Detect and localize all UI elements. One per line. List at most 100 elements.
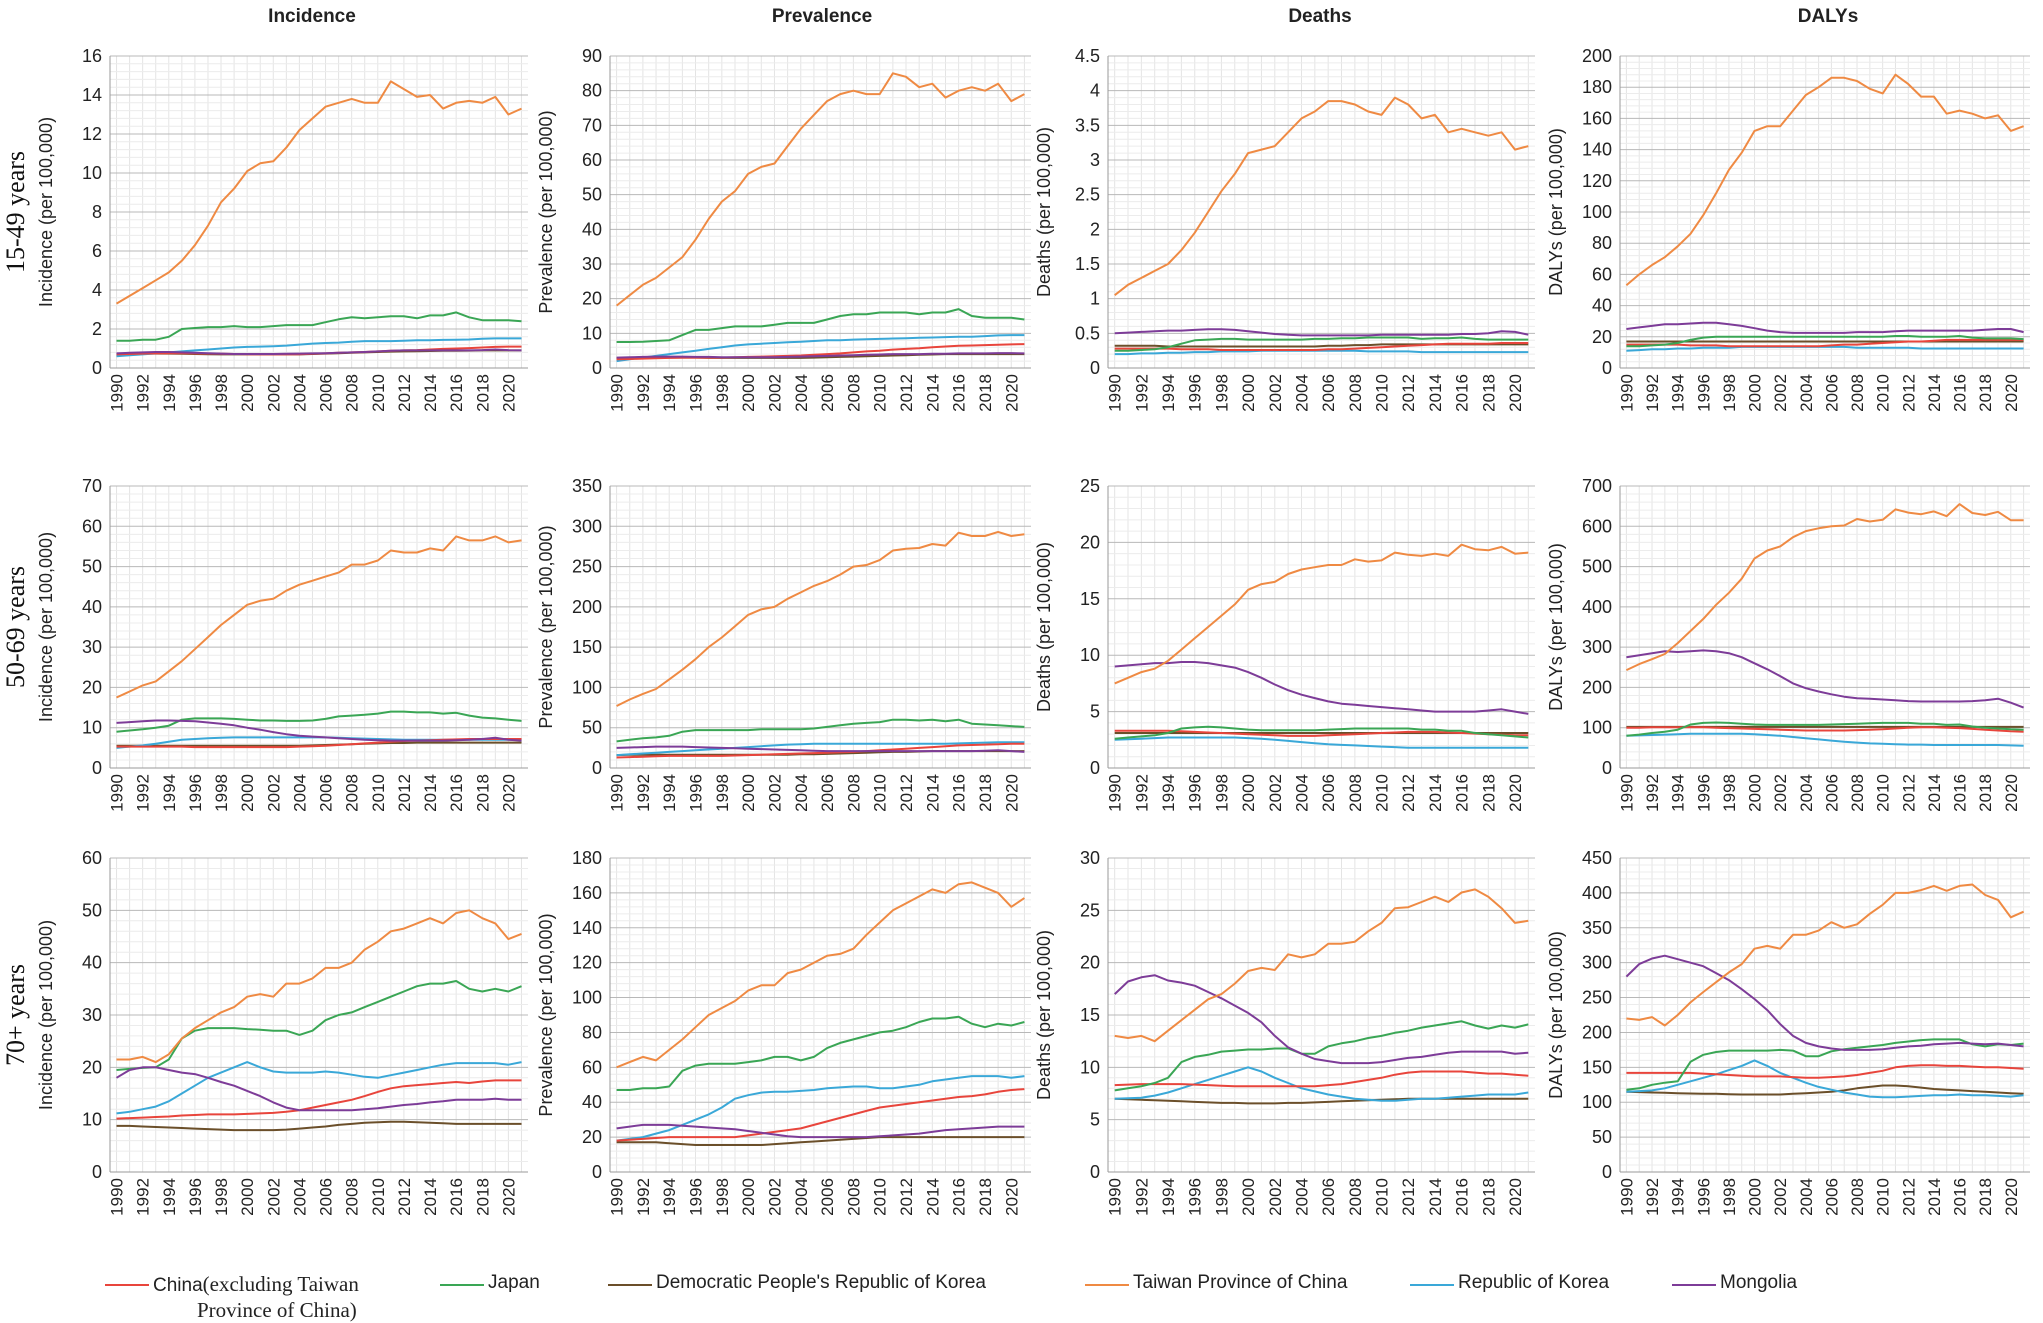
- panel-3-prevalence-ytick-label: 100: [572, 988, 602, 1008]
- panel-3-prevalence-xtick-label: 2018: [976, 1178, 995, 1216]
- panel-2-deaths-xtick-label: 1994: [1159, 774, 1178, 812]
- panel-3-deaths-xtick-label: 2002: [1266, 1178, 1285, 1216]
- panel-2-prevalence-ytick-label: 250: [572, 557, 602, 577]
- panel-2-dalys-xtick-label: 1990: [1617, 774, 1636, 812]
- panel-2-incidence-ytick-label: 0: [92, 758, 102, 778]
- panel-2-prevalence-xtick-label: 2008: [844, 774, 863, 812]
- panel-2-incidence-xtick-label: 1994: [160, 774, 179, 812]
- panel-3-dalys-ytick-label: 400: [1582, 883, 1612, 903]
- panel-1-dalys-ytick-label: 40: [1592, 296, 1612, 316]
- panel-1-prevalence-line-rok: [616, 334, 1025, 363]
- panel-1-dalys-ytick-label: 80: [1592, 233, 1612, 253]
- panel-2-prevalence-xtick-label: 2000: [739, 774, 758, 812]
- panel-2-deaths-xtick-label: 2010: [1373, 774, 1392, 812]
- panel-3-dalys-line-mongolia: [1625, 954, 2024, 1051]
- panel-1-deaths-xtick-label: 2000: [1239, 374, 1258, 412]
- panel-1-incidence-ylabel: Incidence (per 100,000): [36, 117, 56, 307]
- panel-2-prevalence-ytick-label: 0: [592, 758, 602, 778]
- panel-3-deaths-line-china: [1114, 1070, 1529, 1088]
- panel-3-incidence-line-rok: [116, 1061, 522, 1115]
- panel-3-prevalence-line-dprk: [616, 1136, 1025, 1146]
- panel-1-dalys-xtick-label: 2018: [1976, 374, 1995, 412]
- panel-1-prevalence-xtick-label: 2006: [818, 374, 837, 412]
- panel-3-deaths-xtick-label: 2020: [1506, 1178, 1525, 1216]
- panel-1-deaths-line-china: [1114, 342, 1529, 351]
- panel-1-incidence-ytick-label: 2: [92, 319, 102, 339]
- panel-2-prevalence-line-mongolia: [616, 745, 1025, 753]
- panel-1-prevalence-xtick-label: 2002: [765, 374, 784, 412]
- row-label-2: 50-69 years: [1, 566, 30, 688]
- panel-2-incidence-xtick-label: 2012: [395, 774, 414, 812]
- panel-1-deaths-ytick-label: 4.5: [1075, 46, 1100, 66]
- panel-3-deaths-xtick-label: 2014: [1426, 1178, 1445, 1216]
- panel-2-deaths-xtick-label: 2020: [1506, 774, 1525, 812]
- panel-3-prevalence-xtick-label: 2010: [871, 1178, 890, 1216]
- panel-1-incidence-xtick-label: 2018: [473, 374, 492, 412]
- panel-1-deaths-xtick-label: 2020: [1506, 374, 1525, 412]
- panel-1-dalys-xtick-label: 2014: [1925, 374, 1944, 412]
- panel-2-dalys-ytick-label: 0: [1602, 758, 1612, 778]
- panel-2-deaths-line-rok: [1114, 736, 1529, 749]
- panel-3-dalys-xtick-label: 2020: [2002, 1178, 2021, 1216]
- panel-2-prevalence-xtick-label: 2006: [818, 774, 837, 812]
- panel-2-deaths-ytick-label: 25: [1080, 476, 1100, 496]
- panel-1-prevalence-xtick-label: 1994: [660, 374, 679, 412]
- panel-2-deaths-ytick-label: 0: [1090, 758, 1100, 778]
- panel-2-dalys-xtick-label: 2006: [1822, 774, 1841, 812]
- panel-2-incidence-xtick-label: 2004: [290, 774, 309, 812]
- panel-1-incidence-line-mongolia: [116, 348, 522, 355]
- panel-2-prevalence-xtick-label: 1998: [713, 774, 732, 812]
- legend-label-mongolia: Mongolia: [1720, 1272, 1798, 1293]
- panel-1-prevalence-xtick-label: 2018: [976, 374, 995, 412]
- legend-swatch-taiwan: [1085, 1284, 1129, 1286]
- column-title-prevalence: Prevalence: [772, 6, 872, 27]
- panel-1-dalys-xtick-label: 2000: [1746, 374, 1765, 412]
- panel-2-deaths-xtick-label: 1996: [1186, 774, 1205, 812]
- panel-2-prevalence-xtick-label: 1992: [634, 774, 653, 812]
- panel-1-deaths-xtick-label: 2014: [1426, 374, 1445, 412]
- panel-3-deaths-line-japan: [1114, 1020, 1529, 1092]
- panel-2-prevalence-xtick-label: 2002: [765, 774, 784, 812]
- panel-1-incidence-xtick-label: 2008: [343, 374, 362, 412]
- row-label-1: 15-49 years: [1, 151, 30, 273]
- panel-1-incidence-xtick-label: 2002: [264, 374, 283, 412]
- panel-1-prevalence-xtick-label: 2020: [1002, 374, 1021, 412]
- row-label-3: 70+ years: [1, 964, 30, 1066]
- panel-3-incidence-ytick-label: 50: [82, 900, 102, 920]
- panel-2-prevalence-line-rok: [616, 741, 1025, 757]
- panel-2-incidence-line-japan: [116, 710, 522, 733]
- panel-1-dalys-xtick-label: 1992: [1643, 374, 1662, 412]
- panel-2-incidence-ytick-label: 20: [82, 677, 102, 697]
- panel-1-dalys-xtick-label: 1994: [1669, 374, 1688, 412]
- panel-3-deaths-ytick-label: 10: [1080, 1057, 1100, 1077]
- panel-3-dalys-xtick-label: 1996: [1694, 1178, 1713, 1216]
- panel-3-dalys-xtick-label: 2014: [1925, 1178, 1944, 1216]
- panel-1-prevalence-xtick-label: 2016: [950, 374, 969, 412]
- panel-3-prevalence-xtick-label: 1998: [713, 1178, 732, 1216]
- panel-3-incidence-line-mongolia: [115, 1066, 522, 1112]
- panel-3-deaths-line-mongolia: [1114, 974, 1529, 1065]
- panel-2-dalys-ytick-label: 400: [1582, 597, 1612, 617]
- panel-1-prevalence-ytick-label: 80: [582, 81, 602, 101]
- panel-2-incidence-ytick-label: 60: [82, 516, 102, 536]
- panel-1-dalys-ytick-label: 160: [1582, 108, 1612, 128]
- panel-1-deaths-line-mongolia: [1114, 328, 1529, 337]
- legend-label-rok: Republic of Korea: [1458, 1272, 1610, 1293]
- panel-1-prevalence-ytick-label: 90: [582, 46, 602, 66]
- panel-3-incidence-xtick-label: 2018: [473, 1178, 492, 1216]
- panel-2-dalys-xtick-label: 2012: [1899, 774, 1918, 812]
- panel-1-deaths-line-taiwan: [1114, 96, 1529, 296]
- panel-1-deaths-ytick-label: 0: [1090, 358, 1100, 378]
- panel-3-deaths-ytick-label: 30: [1080, 848, 1100, 868]
- legend-swatch-mongolia: [1672, 1284, 1716, 1286]
- panel-1-prevalence-xtick-label: 2000: [739, 374, 758, 412]
- panel-1-dalys-xtick-label: 1990: [1617, 374, 1636, 412]
- panel-2-dalys-line-rok: [1626, 732, 2024, 747]
- panel-1-incidence-xtick-label: 2010: [369, 374, 388, 412]
- panel-2-incidence-ytick-label: 70: [82, 476, 102, 496]
- panel-2-prevalence-ytick-label: 350: [572, 476, 602, 496]
- panel-2-deaths-xtick-label: 2002: [1266, 774, 1285, 812]
- panel-3-dalys-xtick-label: 2004: [1797, 1178, 1816, 1216]
- panel-2-prevalence-xtick-label: 2012: [897, 774, 916, 812]
- panel-3-prevalence-xtick-label: 2004: [792, 1178, 811, 1216]
